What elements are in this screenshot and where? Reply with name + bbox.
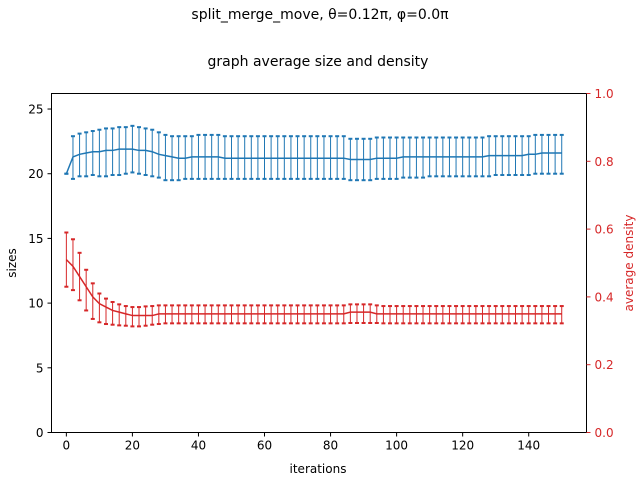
series-left	[64, 124, 564, 182]
y2-tick-label: 0.0	[595, 426, 614, 440]
x-tick-label: 120	[451, 439, 474, 453]
mean-line	[65, 148, 562, 174]
x-axis-label: iterations	[290, 462, 347, 476]
x-tick-label: 140	[517, 439, 540, 453]
right-y-axis: 0.0 0.2 0.4 0.6 0.8 1.0	[586, 87, 614, 440]
y2-tick-label: 0.4	[595, 290, 614, 304]
x-tick-label: 40	[191, 439, 206, 453]
x-tick-label: 60	[257, 439, 272, 453]
plot-area	[64, 124, 564, 328]
chart-title: split_merge_move, θ=0.12π, φ=0.0π	[191, 7, 449, 23]
y-tick-label: 0	[36, 426, 44, 440]
x-tick-label: 80	[323, 439, 338, 453]
y-tick-label: 20	[28, 167, 43, 181]
mean-line	[65, 259, 562, 317]
y-tick-label: 5	[36, 361, 44, 375]
y-tick-label: 25	[28, 103, 43, 117]
x-axis: 0 20 40 60 80 100 120 140	[63, 432, 540, 453]
y2-tick-label: 1.0	[595, 87, 614, 101]
y-tick-label: 15	[28, 232, 43, 246]
x-tick-label: 100	[385, 439, 408, 453]
chart-subtitle: graph average size and density	[208, 54, 429, 70]
y-tick-label: 10	[28, 297, 43, 311]
x-tick-label: 20	[125, 439, 140, 453]
left-y-axis-label: sizes	[5, 248, 19, 278]
left-y-axis: 0 5 10 15 20 25	[28, 103, 52, 440]
axes-frame	[51, 93, 587, 433]
x-tick-label: 0	[63, 439, 71, 453]
right-y-axis-label: average density	[622, 215, 636, 312]
y2-tick-label: 0.6	[595, 223, 614, 237]
y2-tick-label: 0.8	[595, 155, 614, 169]
y2-tick-label: 0.2	[595, 358, 614, 372]
series-right	[64, 231, 564, 328]
